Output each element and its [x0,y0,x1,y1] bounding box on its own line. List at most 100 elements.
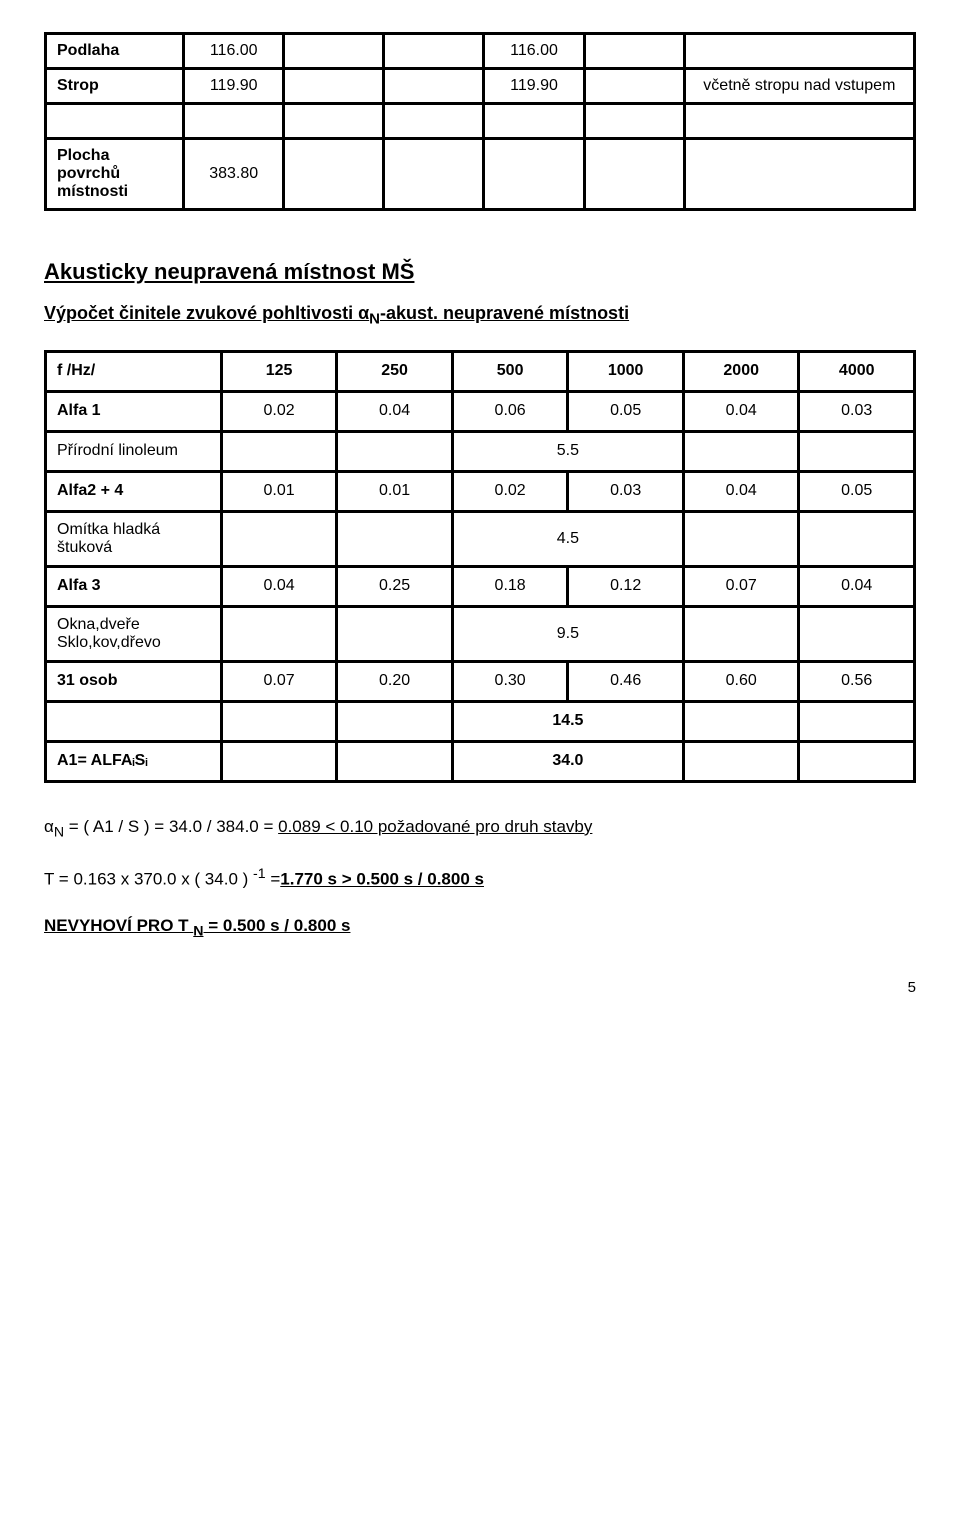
eq-result: 1.770 s > 0.500 s / 0.800 s [280,870,484,889]
freq-col: 1000 [568,351,684,391]
cell [284,69,384,104]
section-subtitle: Výpočet činitele zvukové pohltivosti αN-… [44,303,916,328]
cell: 116.00 [484,34,584,69]
cell: 0.20 [337,661,453,701]
cell [337,741,453,781]
span-value: 4.5 [452,511,683,566]
eq-sup: -1 [253,866,266,882]
cell [584,104,684,139]
row-label: Alfa 1 [46,391,222,431]
cell [683,741,799,781]
freq-col: 2000 [683,351,799,391]
freq-col: 125 [221,351,337,391]
eq-text: = [266,870,281,889]
cell [221,431,337,471]
cell [684,139,914,210]
cell: 0.04 [683,471,799,511]
eq-symbol: α [44,817,54,836]
table-row: Alfa 1 0.02 0.04 0.06 0.05 0.04 0.03 [46,391,915,431]
row-label: Omítka hladká štuková [46,511,222,566]
row-label: Okna,dveře Sklo,kov,dřevo [46,606,222,661]
cell: 0.18 [452,566,568,606]
cell [221,741,337,781]
cell [384,139,484,210]
row-label: Strop [46,69,184,104]
cell [683,701,799,741]
table-row: Přírodní linoleum 5.5 [46,431,915,471]
section-title: Akusticky neupravená místnost MŠ [44,259,916,285]
cell [284,139,384,210]
eq-sub: N [54,824,64,840]
row-label: Alfa2 + 4 [46,471,222,511]
cell [484,139,584,210]
span-value: 34.0 [452,741,683,781]
cell: 116.00 [184,34,284,69]
equation-line: αN = ( A1 / S ) = 34.0 / 384.0 = 0.089 <… [44,817,916,840]
cell: 0.04 [221,566,337,606]
cell: 0.01 [221,471,337,511]
eq-text: = 0.500 s / 0.800 s [203,916,350,935]
cell: 119.90 [484,69,584,104]
cell [683,511,799,566]
cell [221,701,337,741]
cell: 0.56 [799,661,915,701]
cell: 0.60 [683,661,799,701]
table-header-row: f /Hz/ 125 250 500 1000 2000 4000 [46,351,915,391]
row-label: Podlaha [46,34,184,69]
cell [799,431,915,471]
span-value: 14.5 [452,701,683,741]
cell: 119.90 [184,69,284,104]
row-label: 31 osob [46,661,222,701]
table-row: 31 osob 0.07 0.20 0.30 0.46 0.60 0.56 [46,661,915,701]
freq-col: 500 [452,351,568,391]
page-number: 5 [44,979,916,996]
equation-line: NEVYHOVÍ PRO T N = 0.500 s / 0.800 s [44,916,916,939]
span-value: 9.5 [452,606,683,661]
cell: 0.02 [221,391,337,431]
table-row: Alfa 3 0.04 0.25 0.18 0.12 0.07 0.04 [46,566,915,606]
cell: 0.01 [337,471,453,511]
cell [221,606,337,661]
row-label: Alfa 3 [46,566,222,606]
table-row: Strop 119.90 119.90 včetně stropu nad vs… [46,69,915,104]
table-row: Alfa2 + 4 0.01 0.01 0.02 0.03 0.04 0.05 [46,471,915,511]
cell [46,104,184,139]
cell: 0.06 [452,391,568,431]
cell [584,34,684,69]
cell [684,104,914,139]
table-row: Okna,dveře Sklo,kov,dřevo 9.5 [46,606,915,661]
cell: 0.46 [568,661,684,701]
span-value: 5.5 [452,431,683,471]
table-row: A1= ALFAᵢSᵢ 34.0 [46,741,915,781]
cell [284,104,384,139]
subtitle-sub: N [369,311,380,328]
cell: 0.07 [683,566,799,606]
cell [337,511,453,566]
cell [799,606,915,661]
table-row [46,104,915,139]
subtitle-part: Výpočet činitele zvukové pohltivosti α [44,303,369,323]
cell: 0.30 [452,661,568,701]
cell [221,511,337,566]
row-label: Plocha povrchů místnosti [46,139,184,210]
cell [684,34,914,69]
cell [799,511,915,566]
freq-label: f /Hz/ [46,351,222,391]
cell: 0.03 [568,471,684,511]
cell [337,606,453,661]
table-row: 14.5 [46,701,915,741]
table-row: Omítka hladká štuková 4.5 [46,511,915,566]
cell [384,34,484,69]
row-label-text: A1= ALFAᵢSᵢ [57,752,148,769]
equations-block: αN = ( A1 / S ) = 34.0 / 384.0 = 0.089 <… [44,817,916,939]
cell: 0.03 [799,391,915,431]
eq-text: T = 0.163 x 370.0 x ( 34.0 ) [44,870,253,889]
cell: 0.05 [799,471,915,511]
subtitle-part: -akust. neupravené místnosti [380,303,629,323]
freq-col: 4000 [799,351,915,391]
equation-line: T = 0.163 x 370.0 x ( 34.0 ) -1 =1.770 s… [44,866,916,890]
cell: 0.12 [568,566,684,606]
cell [584,139,684,210]
cell [184,104,284,139]
row-label: A1= ALFAᵢSᵢ [46,741,222,781]
